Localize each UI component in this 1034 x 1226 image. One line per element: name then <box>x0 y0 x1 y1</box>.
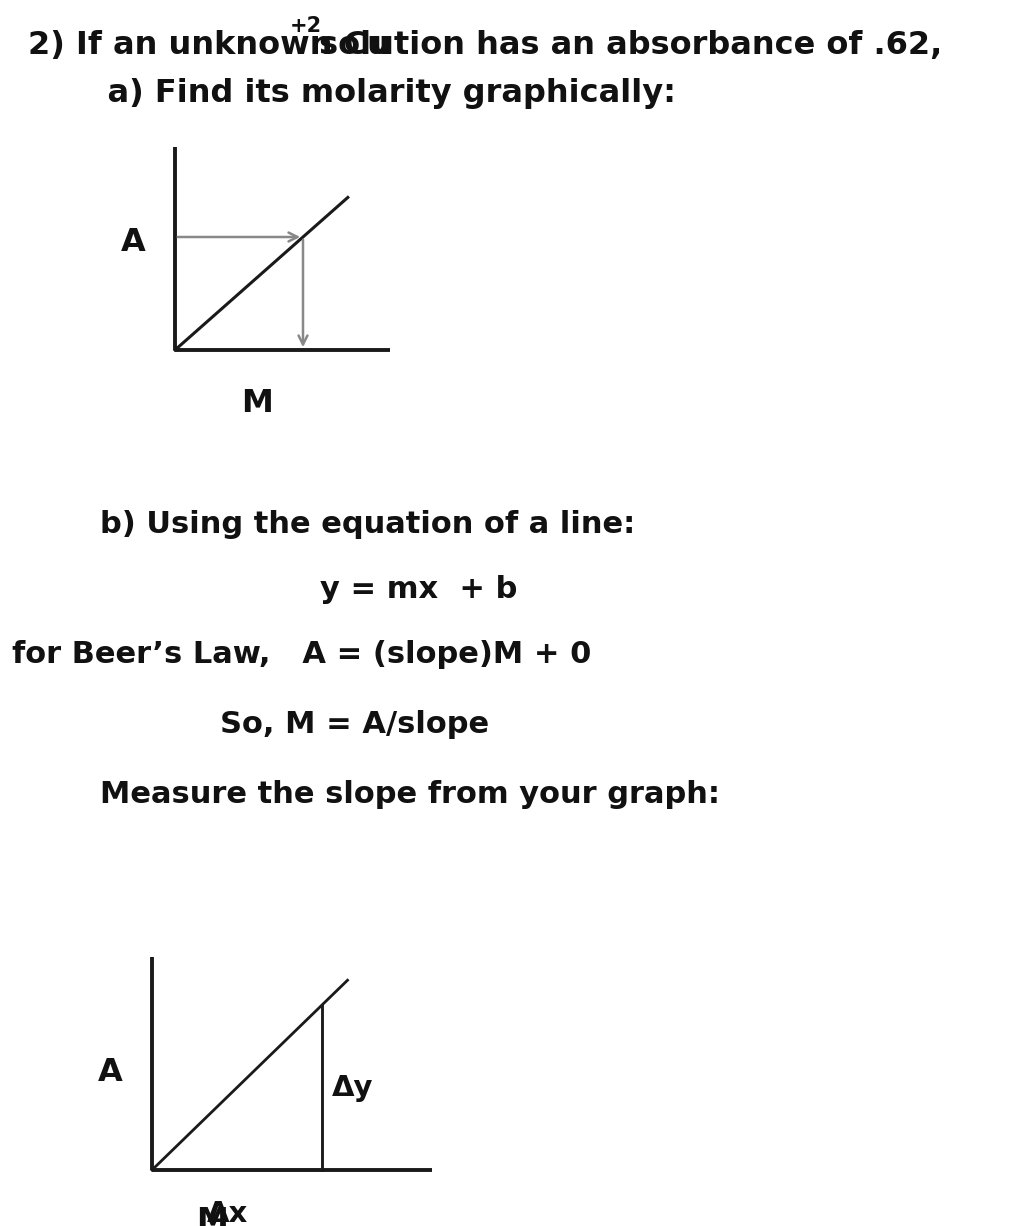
Text: +2: +2 <box>290 16 323 36</box>
Text: y = mx  + b: y = mx + b <box>320 575 517 604</box>
Text: A: A <box>121 227 146 257</box>
Text: a) Find its molarity graphically:: a) Find its molarity graphically: <box>63 78 676 109</box>
Text: Measure the slope from your graph:: Measure the slope from your graph: <box>100 780 720 809</box>
Text: Δy: Δy <box>332 1074 373 1101</box>
Text: A: A <box>97 1057 122 1087</box>
Text: M: M <box>196 1206 227 1226</box>
Text: Δx: Δx <box>207 1200 247 1226</box>
Text: solution has an absorbance of .62,: solution has an absorbance of .62, <box>308 29 942 61</box>
Text: for Beer’s Law,   A = (slope)M + 0: for Beer’s Law, A = (slope)M + 0 <box>12 640 591 669</box>
Text: 2) If an unknown Cu: 2) If an unknown Cu <box>28 29 390 61</box>
Text: b) Using the equation of a line:: b) Using the equation of a line: <box>100 510 635 539</box>
Text: M: M <box>241 387 273 419</box>
Text: So, M = A/slope: So, M = A/slope <box>220 710 489 739</box>
